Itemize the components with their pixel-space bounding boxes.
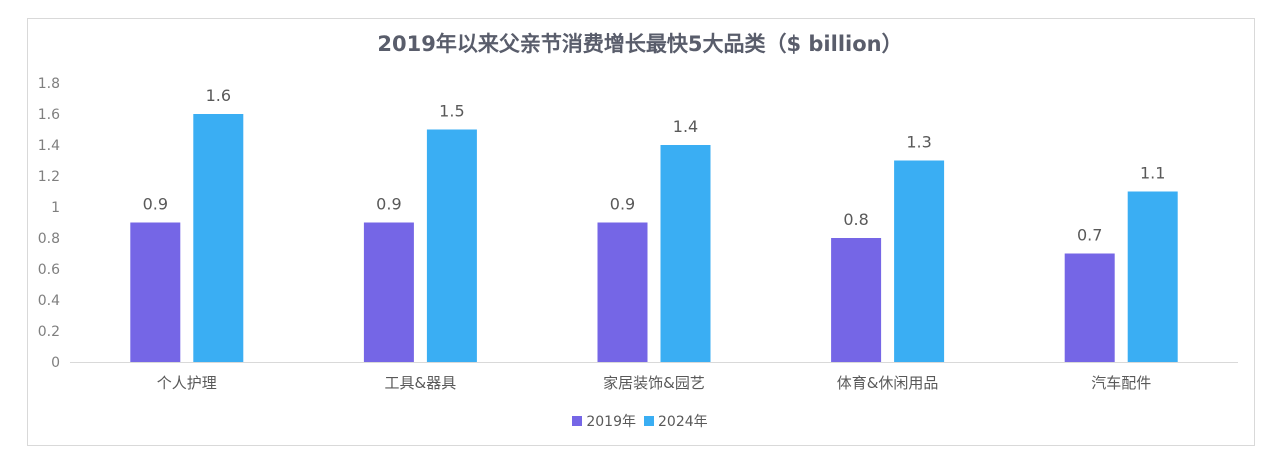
legend-label-2024: 2024年 — [658, 414, 708, 430]
bar — [193, 114, 244, 362]
legend-swatch-2019 — [572, 416, 583, 426]
y-tick-label: 1.8 — [38, 76, 60, 92]
bar — [130, 222, 181, 362]
data-label: 1.5 — [439, 102, 464, 121]
bar — [426, 129, 477, 362]
y-tick-label: 1.6 — [38, 107, 60, 123]
x-tick-label: 汽车配件 — [1091, 374, 1151, 392]
bar — [660, 145, 711, 362]
y-tick-label: 1 — [51, 200, 60, 216]
legend-item-2024: 2024年 — [644, 411, 708, 431]
legend-label-2019: 2019年 — [586, 414, 636, 430]
data-label: 1.3 — [906, 133, 931, 152]
data-label: 0.9 — [376, 195, 401, 214]
x-tick-label: 个人护理 — [157, 374, 217, 392]
legend-swatch-2024 — [644, 416, 654, 426]
bar — [894, 160, 945, 362]
data-label: 0.9 — [143, 195, 168, 214]
y-tick-label: 0 — [51, 355, 60, 371]
data-label: 1.1 — [1140, 164, 1165, 183]
chart-title: 2019年以来父亲节消费增长最快5大品类（$ billion） — [377, 32, 903, 56]
chart-legend: 2019年 2024年 — [0, 411, 1280, 431]
bar — [831, 238, 882, 362]
bar — [597, 222, 648, 362]
data-label: 1.6 — [206, 86, 231, 105]
y-tick-label: 1.2 — [38, 169, 60, 185]
bar — [1064, 253, 1115, 362]
x-tick-label: 体育&休闲用品 — [837, 374, 939, 392]
legend-item-2019: 2019年 — [572, 411, 636, 431]
y-tick-label: 0.4 — [38, 293, 60, 309]
x-tick-label: 工具&器具 — [385, 374, 457, 392]
y-tick-label: 0.8 — [38, 231, 60, 247]
data-label: 0.8 — [843, 210, 868, 229]
bar — [363, 222, 414, 362]
y-tick-label: 0.6 — [38, 262, 60, 278]
data-label: 0.9 — [610, 195, 635, 214]
bar — [1127, 191, 1178, 362]
y-tick-label: 0.2 — [38, 324, 60, 340]
x-tick-label: 家居装饰&园艺 — [603, 374, 705, 392]
y-tick-label: 1.4 — [38, 138, 60, 154]
data-label: 0.7 — [1077, 226, 1102, 245]
data-label: 1.4 — [673, 117, 698, 136]
